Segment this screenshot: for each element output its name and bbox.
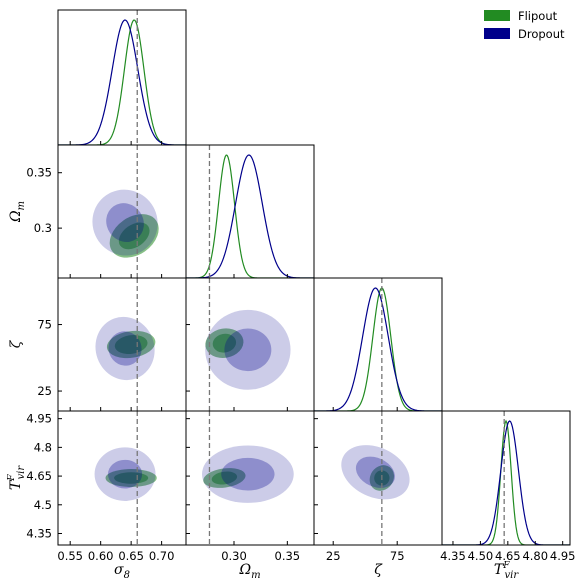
panel-omega_m-tvir — [202, 411, 294, 545]
axis-label-sub: m — [251, 570, 260, 581]
contour-68-dropout — [108, 331, 142, 366]
x-tick-label: 4.95 — [550, 549, 576, 563]
marginal-omega_m — [186, 145, 314, 278]
panel-sigma8-omega_m — [92, 145, 159, 278]
y-tick-label: 4.8 — [34, 440, 52, 454]
contour-68-dropout — [224, 328, 272, 372]
legend-label-dropout: Dropout — [518, 27, 565, 41]
axis-label-symbol: σ — [114, 562, 124, 578]
contour-95-dropout — [94, 447, 156, 501]
x-axis-label-zeta: ζ — [374, 562, 383, 578]
panel-frame — [185, 144, 315, 279]
axis-label-sub: vir — [504, 570, 519, 581]
x-tick-label: 0.60 — [88, 549, 114, 563]
legend-swatch-flipout — [484, 10, 510, 21]
axis-label-symbol: T — [8, 479, 24, 490]
x-tick-label: 0.70 — [149, 549, 175, 563]
contour-68-flipout — [211, 471, 238, 485]
y-axis-label-tvir: TFvir — [7, 465, 27, 490]
panel-sigma8-zeta — [95, 278, 156, 411]
x-tick-label: 0.65 — [118, 549, 144, 563]
legend: Flipout Dropout — [484, 9, 565, 41]
contour-68-dropout — [221, 457, 275, 491]
marginal-sigma8 — [58, 10, 186, 145]
y-tick-label: 25 — [37, 384, 52, 398]
marginal-curve-flipout — [58, 19, 186, 145]
y-tick-label: 0.35 — [26, 166, 52, 180]
marginal-curve-dropout — [442, 420, 570, 545]
axis-label-sub: m — [16, 201, 27, 210]
contour-95-dropout — [95, 316, 155, 381]
x-tick-label: 0.35 — [275, 549, 301, 563]
panel-zeta-tvir — [341, 411, 410, 545]
axis-label-symbol: Ω — [8, 210, 24, 223]
y-tick-label: 4.65 — [26, 469, 52, 483]
x-tick-label: 75 — [390, 549, 405, 563]
plot-root: 0.55 0.60 0.65 0.70 0.30 0.35 25 75 4.35 4.50 4.65… — [7, 9, 576, 581]
contour-95-dropout — [341, 445, 410, 500]
marginal-zeta — [314, 278, 442, 411]
y-tick-label: 4.95 — [26, 412, 52, 426]
legend-label-flipout: Flipout — [518, 9, 558, 23]
x-tick-label: 25 — [326, 549, 341, 563]
contour-95-dropout — [92, 189, 158, 256]
contour-68-flipout — [114, 335, 148, 354]
marginal-curve-dropout — [58, 19, 186, 145]
x-tick-label: 4.65 — [495, 549, 521, 563]
x-tick-label: 0.30 — [221, 549, 247, 563]
marginal-curve-flipout — [186, 154, 314, 278]
panel-omega_m-zeta — [205, 278, 291, 411]
marginal-curve-dropout — [186, 154, 314, 278]
y-tick-label: 4.5 — [34, 498, 52, 512]
contour-95-dropout — [202, 445, 294, 503]
panel-frame — [57, 9, 187, 146]
axis-label-symbol: Ω — [238, 562, 251, 578]
y-axis-label-omega_m: Ωm — [8, 201, 27, 223]
marginal-curve-flipout — [314, 287, 442, 411]
x-axis-label-omega_m: Ωm — [238, 562, 260, 581]
y-tick-label: 4.35 — [26, 527, 52, 541]
axis-label-sup: F — [502, 561, 510, 571]
x-axis-label-tvir: TF vir — [494, 561, 519, 581]
axis-label-symbol: T — [494, 562, 505, 578]
axis-label-sup: F — [7, 474, 17, 482]
axis-label-sub: 8 — [124, 570, 130, 581]
y-tick-label: 0.3 — [34, 221, 52, 235]
y-axis-label-zeta: ζ — [8, 339, 24, 348]
contour-95-dropout — [205, 309, 291, 390]
contour-68-flipout — [212, 333, 237, 353]
x-tick-label: 0.55 — [57, 549, 83, 563]
contour-68-flipout — [118, 222, 150, 250]
contour-68-dropout — [355, 456, 395, 488]
contour-68-flipout — [114, 472, 149, 484]
x-tick-label: 4.80 — [522, 549, 548, 563]
x-tick-label: 4.35 — [440, 549, 466, 563]
x-axis-label-sigma8: σ8 — [114, 562, 130, 581]
panel-frame — [441, 410, 571, 546]
y-tick-label: 75 — [37, 318, 52, 332]
x-tick-label: 4.50 — [468, 549, 494, 563]
panel-sigma8-tvir — [94, 411, 157, 545]
contour-68-dropout — [106, 203, 144, 243]
marginal-curve-flipout — [442, 419, 570, 545]
axis-label-symbol: ζ — [374, 562, 383, 578]
contour-68-dropout — [107, 459, 143, 489]
axis-label-symbol: ζ — [8, 339, 24, 348]
legend-swatch-dropout — [484, 28, 510, 39]
marginal-curve-dropout — [314, 287, 442, 411]
axis-label-sub: vir — [16, 465, 27, 480]
marginal-tvir — [442, 411, 570, 545]
